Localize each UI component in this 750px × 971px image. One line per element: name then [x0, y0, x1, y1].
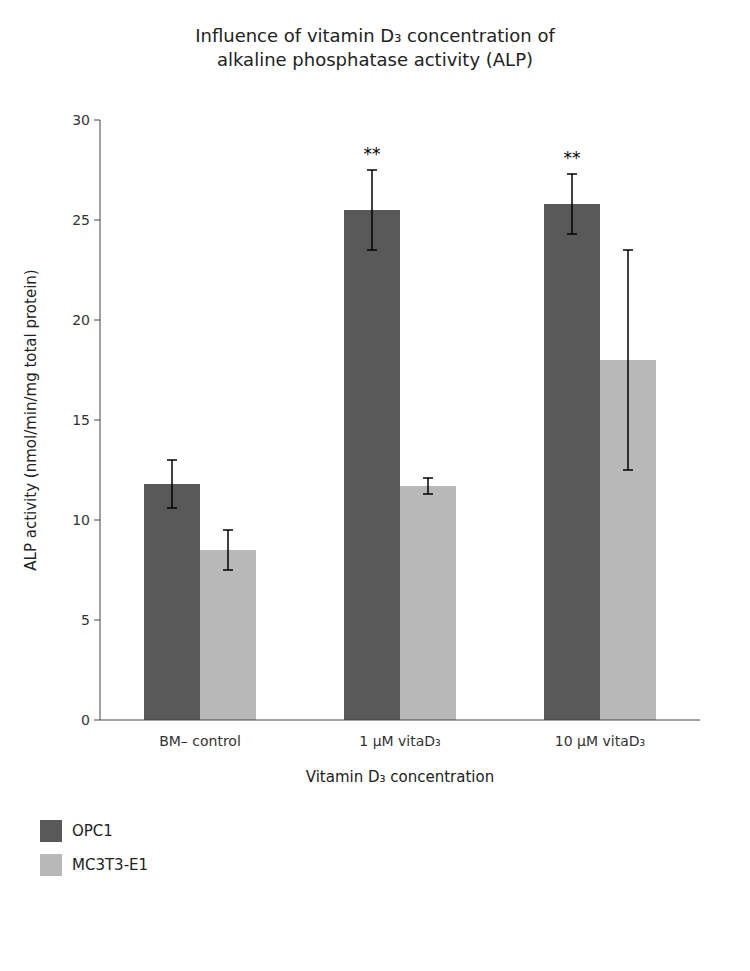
error-cap: [167, 507, 177, 509]
error-cap: [567, 233, 577, 235]
bar: [344, 210, 400, 720]
error-cap: [623, 249, 633, 251]
bar: [144, 484, 200, 720]
bar: [400, 486, 456, 720]
y-tick-label: 10: [72, 512, 90, 528]
error-stem: [427, 478, 429, 494]
error-cap: [367, 169, 377, 171]
y-axis: [100, 120, 101, 720]
marks: [144, 170, 656, 720]
error-bar: [367, 170, 377, 250]
background: [0, 0, 750, 971]
error-bar: [567, 174, 577, 234]
legend-label: MC3T3-E1: [72, 856, 148, 874]
error-bar: [423, 478, 433, 494]
legend-label: OPC1: [72, 822, 113, 840]
x-axis: [100, 720, 700, 721]
chart-svg: Influence of vitamin D₃ concentration of…: [0, 0, 750, 971]
error-cap: [223, 569, 233, 571]
y-tick-label: 0: [81, 712, 90, 728]
error-cap: [623, 469, 633, 471]
x-tick-label: 1 μM vitaD₃: [359, 733, 440, 749]
error-cap: [423, 477, 433, 479]
error-cap: [567, 173, 577, 175]
title: Influence of vitamin D₃ concentration of…: [195, 25, 555, 70]
y-tick: [94, 120, 100, 121]
title-line: Influence of vitamin D₃ concentration of: [195, 25, 555, 46]
error-bar: [623, 250, 633, 470]
annotation: **: [364, 144, 381, 164]
error-cap: [367, 249, 377, 251]
y-tick: [94, 620, 100, 621]
error-cap: [423, 493, 433, 495]
annotation: **: [564, 148, 581, 168]
y-tick: [94, 320, 100, 321]
y-axis-label: ALP activity (nmol/min/mg total protein): [22, 269, 40, 570]
error-stem: [227, 530, 229, 570]
error-cap: [223, 529, 233, 531]
error-cap: [167, 459, 177, 461]
title-line: alkaline phosphatase activity (ALP): [217, 49, 533, 70]
legend-swatch: [40, 820, 62, 842]
legend-swatch: [40, 854, 62, 876]
legend: OPC1 MC3T3-E1: [40, 820, 148, 876]
x-tick-label: BM– control: [159, 733, 241, 749]
x-tick-label: 10 μM vitaD₃: [555, 733, 645, 749]
bar: [200, 550, 256, 720]
bar: [544, 204, 600, 720]
y-tick: [94, 720, 100, 721]
y-tick-label: 15: [72, 412, 90, 428]
y-tick: [94, 420, 100, 421]
y-tick-label: 30: [72, 112, 90, 128]
error-bar: [167, 460, 177, 508]
error-stem: [371, 170, 373, 250]
chart-container: Influence of vitamin D₃ concentration of…: [0, 0, 750, 971]
y-tick: [94, 220, 100, 221]
error-stem: [627, 250, 629, 470]
y-tick-label: 20: [72, 312, 90, 328]
error-stem: [571, 174, 573, 234]
y-tick-label: 5: [81, 612, 90, 628]
x-axis-label: Vitamin D₃ concentration: [306, 768, 494, 786]
error-stem: [171, 460, 173, 508]
y-tick-label: 25: [72, 212, 90, 228]
y-tick: [94, 520, 100, 521]
error-bar: [223, 530, 233, 570]
